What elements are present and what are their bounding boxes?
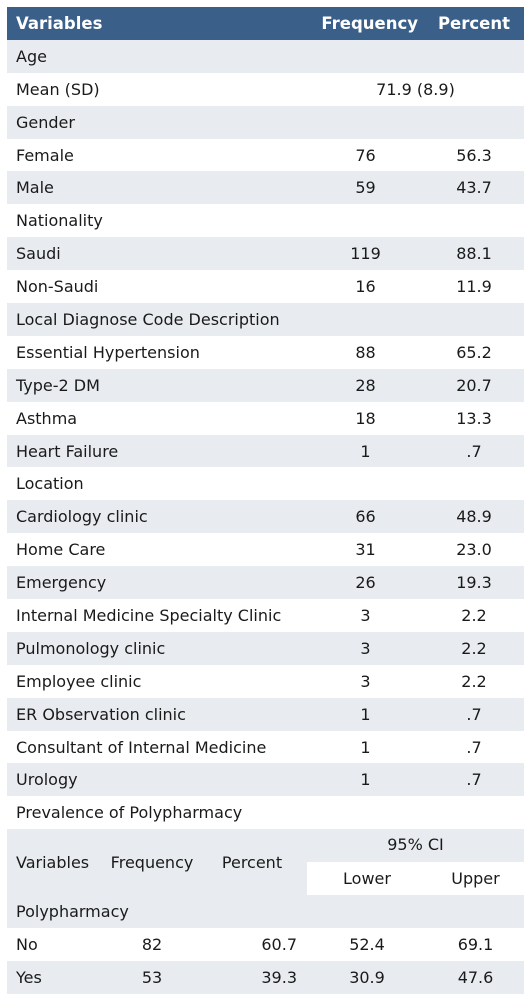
header-ci: 95% CI	[387, 835, 444, 855]
header-percent: Percent	[221, 852, 283, 872]
table-row: Saudi 119 88.1	[7, 237, 524, 271]
table-row: No 82 60.7 52.4 69.1	[16, 934, 494, 954]
prevalence-title: Prevalence of Polypharmacy	[16, 803, 243, 823]
table-row: Employee clinic 3 2.2	[16, 671, 487, 691]
table-row: Heart Failure 1 .7	[7, 434, 524, 468]
table-header: Variables Frequency Percent	[7, 7, 524, 40]
header-lower: Lower	[343, 869, 391, 889]
table-row: Consultant of Internal Medicine 1 .7	[16, 737, 482, 757]
table-row: Internal Medicine Specialty Clinic 3 2.2	[16, 605, 487, 625]
prevalence-header: Variables Frequency Percent 95% CI Lower…	[7, 829, 524, 896]
section-age: Age	[7, 39, 524, 73]
section-polypharmacy: Polypharmacy	[7, 895, 524, 928]
header-frequency: Frequency	[321, 13, 418, 33]
mean-value: 71.9 (8.9)	[376, 79, 455, 99]
table-row: Type-2 DM 28 20.7	[7, 368, 524, 402]
table-row: ER Observation clinic 1 .7	[7, 697, 524, 731]
table-row: Essential Hypertension 88 65.2	[16, 342, 492, 362]
table-row: Cardiology clinic 66 48.9	[7, 500, 524, 534]
section-diagnose: Local Diagnose Code Description	[7, 303, 524, 336]
table-row: Emergency 26 19.3	[7, 566, 524, 600]
table-row: Asthma 18 13.3	[16, 408, 492, 428]
table-row-mean: Mean (SD) 71.9 (8.9)	[7, 73, 524, 106]
section-nationality: Nationality	[16, 211, 103, 231]
header-upper: Upper	[451, 869, 500, 889]
header-variables: Variables	[16, 852, 90, 872]
table-row: Female 76 56.3	[16, 145, 492, 165]
table-row: Home Care 31 23.0	[16, 540, 492, 560]
section-location: Location	[16, 474, 84, 494]
ci-subheader: Lower Upper	[307, 862, 524, 896]
table-row: Non-Saudi 16 11.9	[16, 277, 492, 297]
section-gender: Gender	[7, 105, 524, 139]
table-row: Yes 53 39.3 30.9 47.6	[7, 960, 524, 994]
table-row: Urology 1 .7	[7, 763, 524, 797]
header-percent: Percent	[437, 13, 510, 33]
table-row: Male 59 43.7	[7, 171, 524, 205]
header-variables: Variables	[16, 13, 103, 33]
header-frequency: Frequency	[110, 852, 194, 872]
table-row: Pulmonology clinic 3 2.2	[7, 631, 524, 665]
demographics-table: Variables Frequency Percent Age Mean (SD…	[7, 7, 524, 994]
